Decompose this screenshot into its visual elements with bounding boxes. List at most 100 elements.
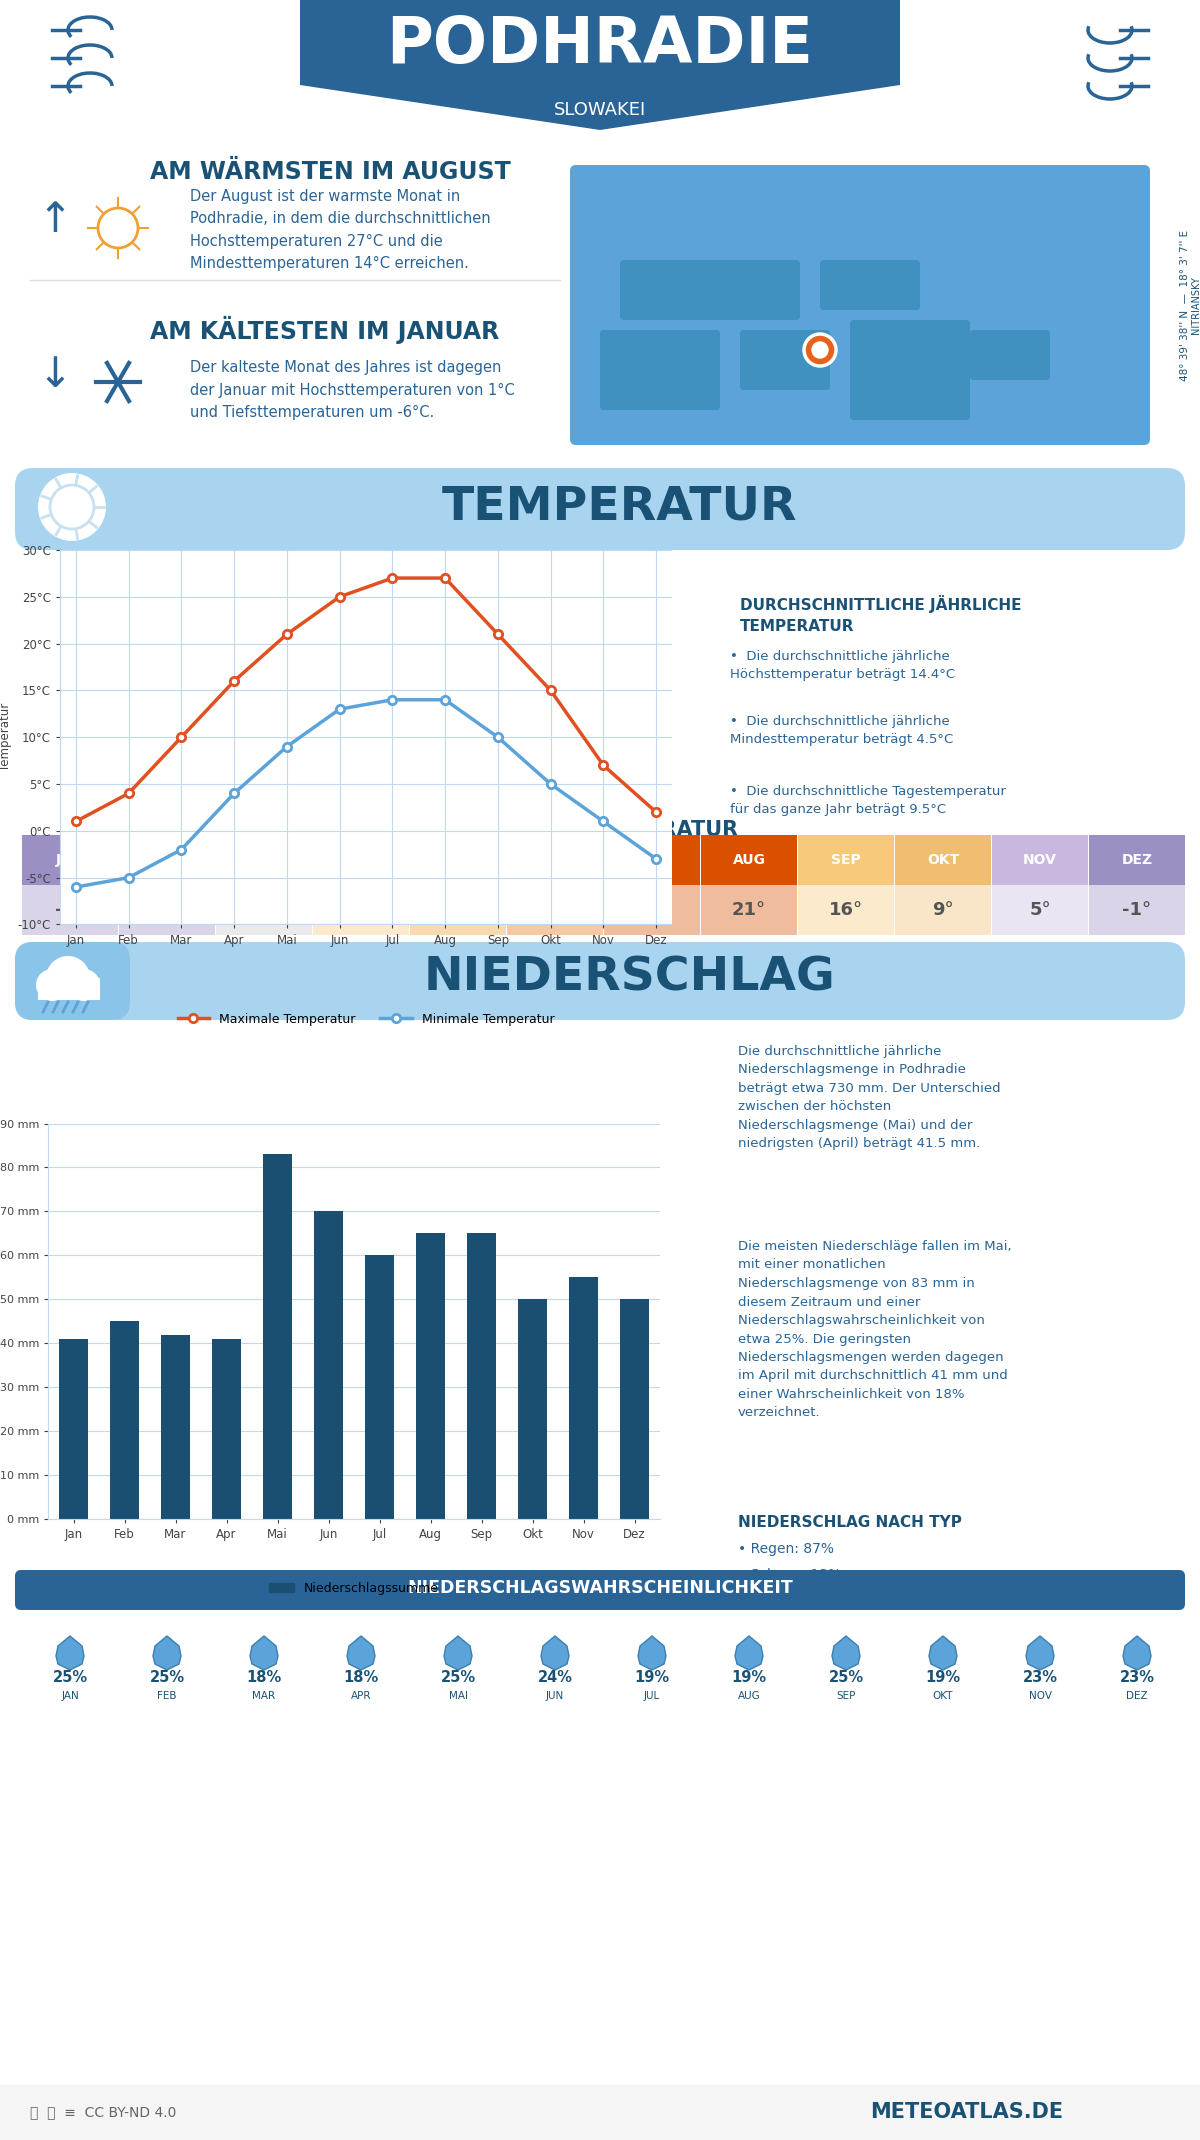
Text: -1°: -1° [152, 901, 181, 918]
Bar [366, 1256, 394, 1519]
Text: SLOWAKEI: SLOWAKEI [554, 101, 646, 120]
PathPatch shape [444, 1635, 472, 1669]
Text: JUL: JUL [644, 1691, 660, 1701]
FancyBboxPatch shape [14, 942, 130, 1021]
Circle shape [46, 957, 90, 999]
Text: OKT: OKT [926, 854, 959, 867]
Circle shape [812, 342, 828, 357]
FancyBboxPatch shape [570, 165, 1150, 445]
Bar [22, 835, 118, 886]
Text: 16°: 16° [829, 901, 863, 918]
Text: Ⓒ  ⓘ  ≡  CC BY-ND 4.0: Ⓒ ⓘ ≡ CC BY-ND 4.0 [30, 2106, 176, 2119]
Circle shape [804, 334, 836, 366]
Text: DURCHSCHNITTLICHE JÄHRLICHE
TEMPERATUR: DURCHSCHNITTLICHE JÄHRLICHE TEMPERATUR [740, 595, 1021, 633]
Bar [162, 1335, 190, 1519]
Bar [570, 1278, 598, 1519]
Text: JUN: JUN [546, 1691, 564, 1701]
Circle shape [38, 473, 106, 541]
Bar [110, 1320, 138, 1519]
Text: SEP: SEP [836, 1691, 856, 1701]
Bar [1090, 886, 1186, 935]
Bar [313, 835, 409, 886]
Text: FEB: FEB [157, 1691, 176, 1701]
Text: Der August ist der warmste Monat in
Podhradie, in dem die durchschnittlichen
Hoc: Der August ist der warmste Monat in Podh… [190, 188, 491, 272]
Text: NIEDERSCHLAG: NIEDERSCHLAG [424, 954, 836, 1002]
Bar [604, 835, 700, 886]
PathPatch shape [929, 1635, 958, 1669]
Text: APR: APR [346, 854, 377, 867]
Text: Der kalteste Monat des Jahres ist dagegen
der Januar mit Hochsttemperaturen von : Der kalteste Monat des Jahres ist dagege… [190, 360, 515, 419]
Text: 23%: 23% [1022, 1669, 1057, 1684]
Text: NIEDERSCHLAGSWAHRSCHEINLICHKEIT: NIEDERSCHLAGSWAHRSCHEINLICHKEIT [407, 1579, 793, 1596]
Bar [992, 886, 1088, 935]
Bar [1090, 835, 1186, 886]
Text: 25%: 25% [53, 1669, 88, 1684]
Bar [38, 978, 100, 999]
PathPatch shape [347, 1635, 374, 1669]
Text: Die meisten Niederschläge fallen im Mai,
mit einer monatlichen
Niederschlagsmeng: Die meisten Niederschläge fallen im Mai,… [738, 1239, 1012, 1419]
Text: DEZ: DEZ [1126, 1691, 1148, 1701]
Bar [313, 886, 409, 935]
Circle shape [50, 486, 94, 529]
Text: MAI: MAI [449, 1691, 468, 1701]
Bar [0, 131, 1200, 460]
Bar [508, 886, 604, 935]
Text: AUG: AUG [738, 1691, 761, 1701]
Text: AUG: AUG [732, 854, 766, 867]
Legend: Maximale Temperatur, Minimale Temperatur: Maximale Temperatur, Minimale Temperatur [173, 1008, 559, 1031]
Text: 23%: 23% [1120, 1669, 1154, 1684]
FancyBboxPatch shape [14, 1571, 1186, 1609]
Bar [216, 835, 312, 886]
FancyBboxPatch shape [14, 469, 1186, 550]
Bar [518, 1299, 546, 1519]
Bar [410, 886, 506, 935]
Polygon shape [300, 0, 900, 131]
Text: SEP: SEP [832, 854, 860, 867]
Text: 25%: 25% [440, 1669, 475, 1684]
Text: 25%: 25% [828, 1669, 864, 1684]
Text: NOV: NOV [1028, 1691, 1051, 1701]
Text: OKT: OKT [932, 1691, 953, 1701]
Text: • Regen: 87%: • Regen: 87% [738, 1543, 834, 1556]
PathPatch shape [1123, 1635, 1151, 1669]
FancyBboxPatch shape [970, 330, 1050, 381]
Text: 18%: 18% [343, 1669, 379, 1684]
PathPatch shape [734, 1635, 763, 1669]
FancyBboxPatch shape [600, 330, 720, 411]
Bar [701, 835, 797, 886]
Text: 25%: 25% [150, 1669, 185, 1684]
Bar [508, 835, 604, 886]
Text: TEMPERATUR: TEMPERATUR [443, 484, 798, 529]
Bar [798, 835, 894, 886]
FancyBboxPatch shape [620, 259, 800, 321]
Legend: Niederschlagssumme: Niederschlagssumme [264, 1577, 444, 1601]
Text: 4°: 4° [253, 901, 275, 918]
Text: NOV: NOV [1024, 854, 1057, 867]
Bar [119, 835, 215, 886]
Text: 19%: 19% [635, 1669, 670, 1684]
Bar [895, 835, 991, 886]
Bar [22, 886, 118, 935]
Text: NITRIANSKY: NITRIANSKY [1190, 276, 1200, 334]
Bar [416, 1233, 444, 1519]
Bar [264, 1153, 292, 1519]
PathPatch shape [541, 1635, 569, 1669]
Text: 24%: 24% [538, 1669, 572, 1684]
Bar [0, 0, 1200, 101]
PathPatch shape [250, 1635, 278, 1669]
Text: 9°: 9° [350, 901, 372, 918]
Circle shape [36, 969, 68, 1002]
Text: APR: APR [350, 1691, 371, 1701]
Bar [0, 2084, 1200, 2140]
Text: 9°: 9° [932, 901, 954, 918]
Text: ↑: ↑ [37, 199, 72, 242]
Text: • Schnee: 13%: • Schnee: 13% [738, 1569, 841, 1581]
Text: 48° 39' 38'' N  —  18° 3' 7'' E: 48° 39' 38'' N — 18° 3' 7'' E [1180, 229, 1190, 381]
Text: 21°: 21° [635, 901, 670, 918]
Text: -3°: -3° [55, 901, 84, 918]
Y-axis label: Temperatur: Temperatur [0, 704, 12, 770]
Text: JUN: JUN [541, 854, 569, 867]
Circle shape [68, 969, 100, 1002]
Bar [119, 886, 215, 935]
PathPatch shape [832, 1635, 860, 1669]
